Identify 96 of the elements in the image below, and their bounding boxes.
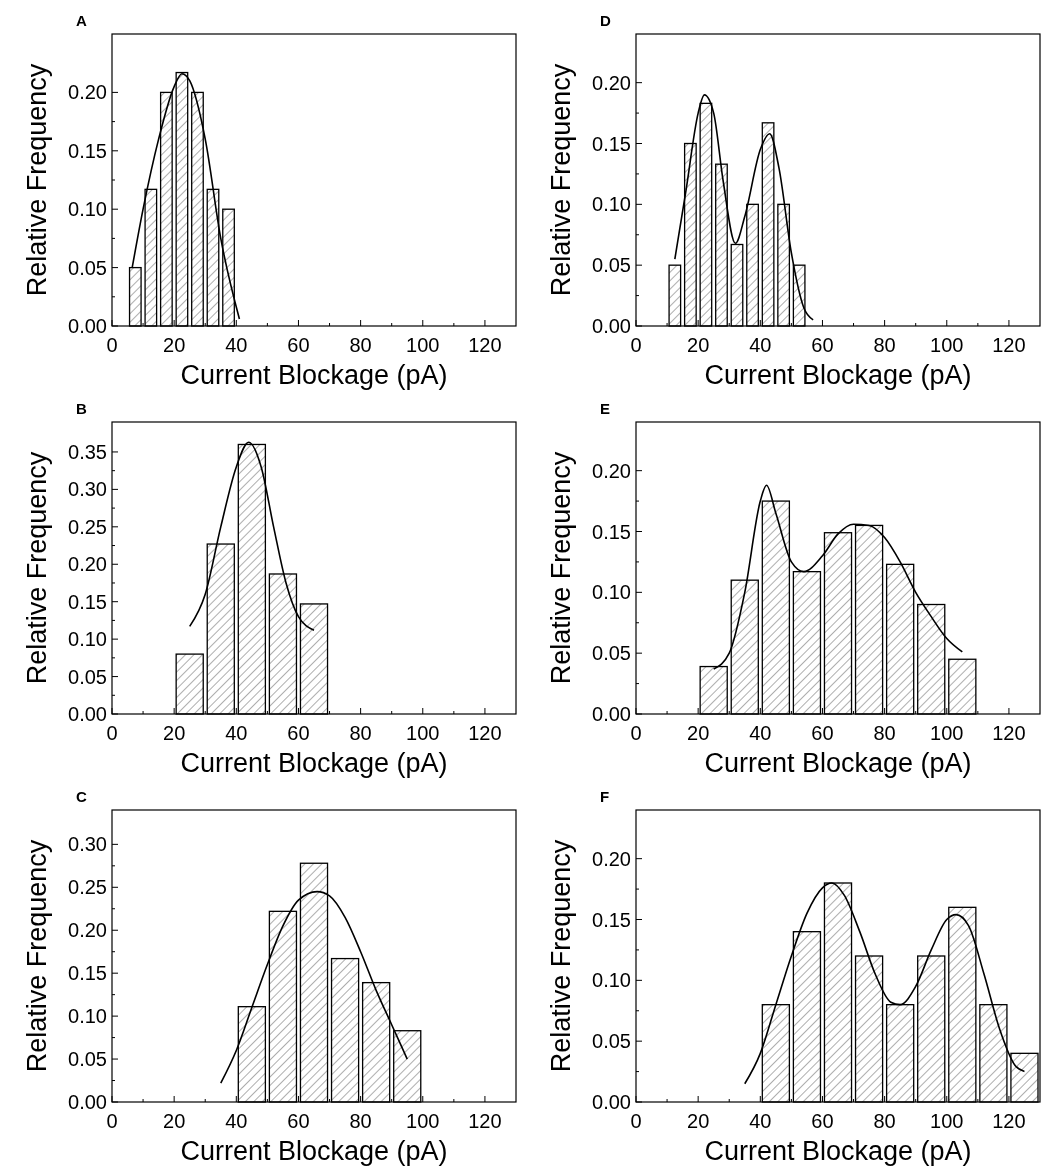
y-tick-label: 0.05 bbox=[68, 256, 107, 279]
y-tick-label: 0.00 bbox=[68, 1091, 107, 1113]
x-axis-title: Current Blockage (pA) bbox=[704, 360, 972, 390]
y-tick-label: 0.10 bbox=[592, 969, 631, 992]
chart-title: A bbox=[76, 12, 87, 29]
x-tick-label: 120 bbox=[992, 722, 1026, 744]
y-tick-label: 0.20 bbox=[68, 81, 107, 104]
x-tick-label: 120 bbox=[468, 334, 502, 356]
y-tick-label: 0.00 bbox=[68, 315, 107, 337]
line-series bbox=[674, 94, 814, 321]
x-tick-label: 80 bbox=[873, 722, 896, 744]
y-tick-label: 0.20 bbox=[592, 459, 631, 482]
y-tick-label: 0.15 bbox=[68, 590, 107, 613]
y-tick-label: 0.00 bbox=[592, 315, 631, 337]
x-tick-label: 0 bbox=[106, 1110, 118, 1132]
chart-title: C bbox=[76, 788, 87, 805]
y-tick-label: 0.20 bbox=[68, 919, 107, 942]
y-tick-label: 0.15 bbox=[592, 132, 631, 155]
y-tick-label: 0.15 bbox=[68, 962, 107, 985]
y-tick-label: 0.15 bbox=[592, 908, 631, 931]
y-tick-label: 0.10 bbox=[68, 198, 107, 221]
x-tick-label: 40 bbox=[749, 722, 772, 744]
x-tick-label: 0 bbox=[106, 722, 118, 744]
x-tick-label: 20 bbox=[163, 1110, 186, 1132]
x-tick-label: 20 bbox=[687, 1110, 710, 1132]
x-tick-label: 0 bbox=[106, 334, 118, 356]
y-tick-label: 0.25 bbox=[68, 515, 107, 538]
y-tick-label: 0.30 bbox=[68, 478, 107, 501]
x-tick-label: 20 bbox=[687, 722, 710, 744]
chart-title: F bbox=[600, 788, 610, 805]
x-tick-label: 20 bbox=[163, 722, 186, 744]
y-axis-title: Relative Frequency bbox=[22, 839, 52, 1073]
y-axis-title: Relative Frequency bbox=[546, 451, 576, 685]
y-tick-label: 0.05 bbox=[592, 254, 631, 277]
y-tick-label: 0.00 bbox=[592, 703, 631, 725]
y-tick-label: 0.00 bbox=[592, 1091, 631, 1113]
x-tick-label: 60 bbox=[287, 334, 310, 356]
x-tick-label: 80 bbox=[349, 1110, 372, 1132]
y-tick-label: 0.35 bbox=[68, 440, 107, 463]
x-tick-label: 100 bbox=[930, 334, 964, 356]
y-tick-label: 0.30 bbox=[68, 833, 107, 856]
y-tick-label: 0.10 bbox=[68, 1005, 107, 1028]
y-tick-label: 0.25 bbox=[68, 876, 107, 899]
x-axis-title: Current Blockage (pA) bbox=[704, 748, 972, 778]
x-tick-label: 40 bbox=[749, 1110, 772, 1132]
x-tick-label: 100 bbox=[930, 1110, 964, 1132]
chart-title: E bbox=[600, 400, 611, 417]
x-tick-label: 40 bbox=[225, 334, 248, 356]
x-tick-label: 80 bbox=[873, 1110, 896, 1132]
x-tick-label: 60 bbox=[811, 334, 834, 356]
y-axis-title: Relative Frequency bbox=[546, 63, 576, 297]
x-tick-label: 40 bbox=[225, 1110, 248, 1132]
x-tick-label: 80 bbox=[349, 334, 372, 356]
y-tick-label: 0.10 bbox=[592, 581, 631, 604]
x-tick-label: 120 bbox=[468, 722, 502, 744]
x-tick-label: 80 bbox=[349, 722, 372, 744]
y-tick-label: 0.15 bbox=[592, 520, 631, 543]
y-axis-title: Relative Frequency bbox=[22, 63, 52, 297]
x-tick-label: 0 bbox=[630, 334, 642, 356]
x-tick-label: 120 bbox=[992, 334, 1026, 356]
x-tick-label: 0 bbox=[630, 722, 642, 744]
y-tick-label: 0.05 bbox=[68, 665, 107, 688]
x-tick-label: 100 bbox=[406, 722, 440, 744]
x-axis-title: Current Blockage (pA) bbox=[180, 1136, 448, 1166]
y-axis-title: Relative Frequency bbox=[22, 451, 52, 685]
y-tick-label: 0.00 bbox=[68, 703, 107, 725]
x-tick-label: 120 bbox=[992, 1110, 1026, 1132]
y-tick-label: 0.20 bbox=[68, 553, 107, 576]
y-tick-label: 0.15 bbox=[68, 139, 107, 162]
x-tick-label: 100 bbox=[406, 1110, 440, 1132]
chart-title: B bbox=[76, 400, 87, 417]
x-tick-label: 40 bbox=[225, 722, 248, 744]
y-tick-label: 0.20 bbox=[592, 71, 631, 94]
x-tick-label: 20 bbox=[687, 334, 710, 356]
x-axis-title: Current Blockage (pA) bbox=[180, 360, 448, 390]
chart-title: D bbox=[600, 12, 611, 29]
y-tick-label: 0.10 bbox=[592, 193, 631, 216]
x-tick-label: 60 bbox=[811, 722, 834, 744]
x-tick-label: 120 bbox=[468, 1110, 502, 1132]
x-tick-label: 60 bbox=[287, 722, 310, 744]
x-axis-title: Current Blockage (pA) bbox=[180, 748, 448, 778]
x-tick-label: 20 bbox=[163, 334, 186, 356]
x-tick-label: 40 bbox=[749, 334, 772, 356]
y-tick-label: 0.05 bbox=[68, 1048, 107, 1071]
y-tick-label: 0.05 bbox=[592, 1030, 631, 1053]
x-axis-title: Current Blockage (pA) bbox=[704, 1136, 972, 1166]
x-tick-label: 60 bbox=[811, 1110, 834, 1132]
x-tick-label: 100 bbox=[930, 722, 964, 744]
y-axis-title: Relative Frequency bbox=[546, 839, 576, 1073]
x-tick-label: 0 bbox=[630, 1110, 642, 1132]
x-tick-label: 80 bbox=[873, 334, 896, 356]
y-tick-label: 0.05 bbox=[592, 642, 631, 665]
y-tick-label: 0.20 bbox=[592, 847, 631, 870]
y-tick-label: 0.10 bbox=[68, 628, 107, 651]
x-tick-label: 60 bbox=[287, 1110, 310, 1132]
x-tick-label: 100 bbox=[406, 334, 440, 356]
